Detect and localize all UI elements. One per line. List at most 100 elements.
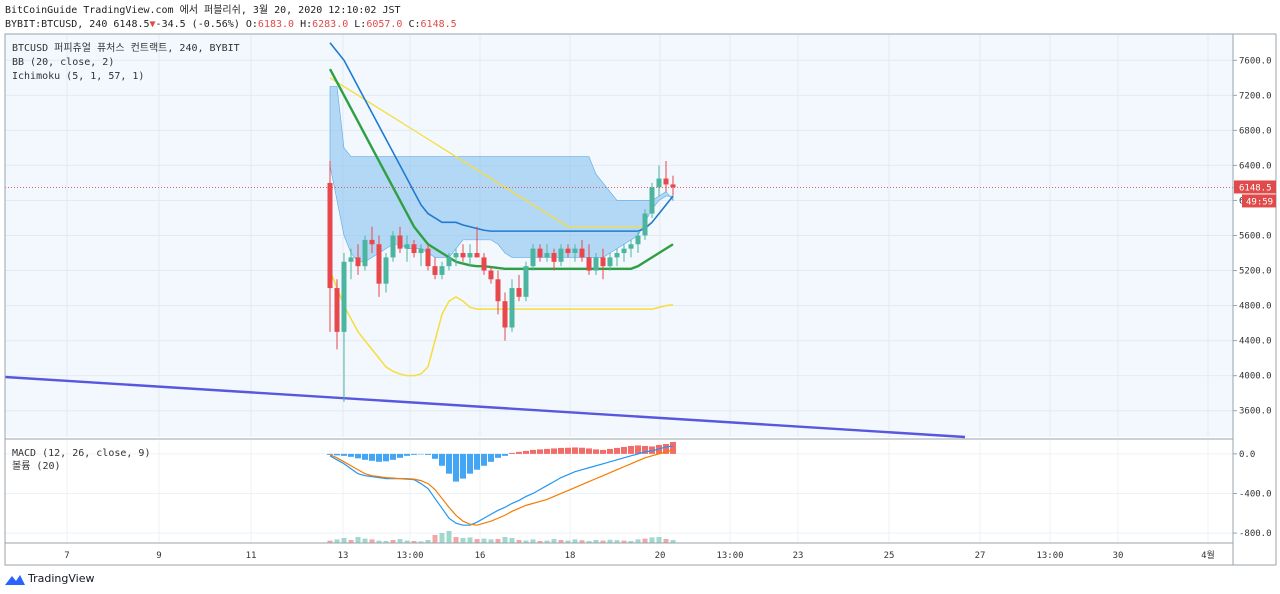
volume-bar — [558, 540, 564, 543]
macd-histogram-bar — [593, 449, 599, 454]
volume-bar — [481, 538, 487, 543]
volume-bar — [327, 540, 333, 543]
candle — [439, 266, 445, 275]
candle — [579, 248, 585, 258]
y-tick-label: 3600.0 — [1239, 407, 1272, 417]
y-tick-label: 6400.0 — [1239, 161, 1272, 171]
candle — [348, 257, 354, 262]
volume-bar — [467, 537, 473, 543]
candle — [446, 257, 452, 267]
footer-brand[interactable]: TradingView — [5, 572, 94, 585]
candle — [614, 253, 620, 258]
volume-bar — [390, 540, 396, 543]
volume-bar — [600, 540, 606, 543]
macd-histogram-bar — [565, 447, 571, 454]
legend-macd[interactable]: MACD (12, 26, close, 9) — [12, 448, 151, 459]
macd-y-tick-label: -800.0 — [1239, 529, 1272, 539]
bb-upper-line — [329, 77, 674, 228]
low-label: L: — [354, 19, 367, 30]
volume-bar — [607, 539, 613, 543]
candle — [481, 257, 487, 271]
y-tick-label: 5600.0 — [1239, 232, 1272, 242]
low-value: 6057.0 — [366, 19, 403, 30]
legend-ichimoku[interactable]: Ichimoku (5, 1, 57, 1) — [12, 71, 145, 82]
macd-histogram-bar — [474, 453, 480, 470]
candle — [572, 248, 578, 254]
candle — [362, 239, 368, 267]
macd-histogram-bar — [551, 448, 557, 454]
macd-y-tick-label: -400.0 — [1239, 489, 1272, 499]
macd-histogram-bar — [558, 447, 564, 454]
volume-bar — [355, 537, 361, 543]
y-tick-label: 4400.0 — [1239, 337, 1272, 347]
x-tick-label: 13 — [338, 551, 349, 561]
candle — [404, 244, 410, 249]
candle — [607, 257, 613, 267]
close-value: 6148.5 — [420, 19, 457, 30]
y-tick-label: 4000.0 — [1239, 372, 1272, 382]
volume-bar — [523, 540, 529, 543]
macd-histogram-bar — [453, 453, 459, 482]
down-arrow-icon: ▼ — [149, 19, 156, 30]
volume-bar — [460, 538, 466, 543]
candle — [390, 235, 396, 258]
volume-bar — [369, 539, 375, 543]
macd-histogram-bar — [572, 447, 578, 454]
candle — [544, 253, 550, 258]
volume-bar — [488, 539, 494, 543]
macd-histogram-bar — [663, 443, 669, 454]
candle — [586, 257, 592, 271]
candle — [453, 253, 459, 258]
candle — [488, 270, 494, 280]
macd-histogram-bar — [670, 441, 676, 454]
volume-bar — [663, 539, 669, 543]
x-tick-label: 13:00 — [716, 551, 743, 561]
macd-signal-line — [329, 449, 674, 526]
macd-histogram-bar — [614, 447, 620, 454]
volume-bar — [586, 541, 592, 543]
candle — [460, 253, 466, 258]
countdown-badge — [1242, 194, 1276, 208]
legend-bb[interactable]: BB (20, close, 2) — [12, 57, 115, 68]
macd-histogram-bar — [327, 453, 333, 455]
macd-line — [329, 445, 674, 526]
volume-bar — [425, 540, 431, 543]
macd-histogram-bar — [537, 449, 543, 454]
macd-histogram-bar — [397, 453, 403, 458]
volume-bar — [348, 540, 354, 543]
y-tick-label: 6800.0 — [1239, 126, 1272, 136]
macd-histogram-bar — [411, 453, 417, 455]
macd-histogram-bar — [467, 453, 473, 474]
last-price-badge — [1234, 180, 1276, 194]
candle — [432, 266, 438, 275]
legend-symbol[interactable]: BTCUSD 퍼피츄얼 퓨처스 컨트랙트, 240, BYBIT — [12, 43, 240, 54]
legend-volume[interactable]: 볼륨 (20) — [12, 461, 61, 472]
candle — [649, 187, 655, 214]
candle — [467, 253, 473, 258]
bb-basis-line — [329, 42, 674, 232]
candle — [593, 257, 599, 271]
candle — [537, 248, 543, 258]
candle — [383, 257, 389, 284]
volume-bar — [670, 540, 676, 543]
candle — [341, 261, 347, 332]
volume-bar — [341, 538, 347, 543]
candle — [411, 244, 417, 254]
macd-y-tick-label: 0.0 — [1239, 450, 1255, 460]
volume-bar — [516, 540, 522, 543]
x-tick-label: 11 — [246, 551, 257, 561]
volume-bar — [537, 541, 543, 543]
publish-info: BitCoinGuide TradingView.com 에서 퍼블리쉬, 3월… — [5, 5, 401, 16]
macd-histogram-bar — [649, 446, 655, 454]
macd-histogram-bar — [460, 453, 466, 479]
volume-bar — [565, 540, 571, 543]
volume-bar — [635, 539, 641, 543]
volume-bar — [432, 535, 438, 543]
candle — [502, 301, 508, 328]
footer-brand-label: TradingView — [28, 572, 95, 585]
x-tick-label: 20 — [655, 551, 666, 561]
candle — [551, 253, 557, 262]
candle — [642, 213, 648, 236]
candle — [327, 182, 333, 289]
